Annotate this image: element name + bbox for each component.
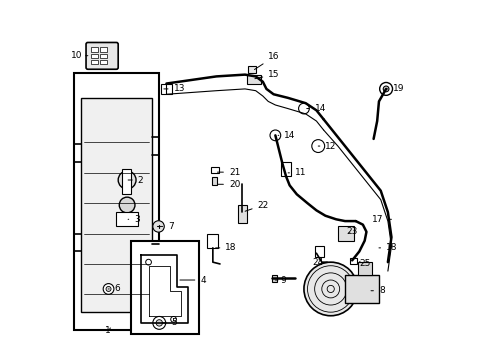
Bar: [345, 275, 379, 303]
Text: 14: 14: [307, 104, 326, 113]
Circle shape: [298, 103, 309, 114]
Text: 21: 21: [218, 168, 240, 177]
Text: 18: 18: [216, 243, 237, 252]
FancyBboxPatch shape: [86, 42, 118, 69]
Circle shape: [304, 262, 358, 316]
Bar: [247, 66, 256, 73]
Bar: [338, 226, 354, 241]
Text: 5: 5: [162, 318, 177, 327]
Text: 1: 1: [104, 325, 111, 334]
Bar: [272, 275, 277, 282]
Bar: [350, 257, 357, 264]
Text: 19: 19: [386, 84, 405, 93]
Bar: [100, 60, 107, 64]
Bar: [131, 241, 198, 334]
Bar: [281, 162, 292, 176]
Circle shape: [146, 259, 151, 265]
Text: 2: 2: [128, 176, 144, 185]
Text: 7: 7: [161, 222, 174, 231]
Text: 8: 8: [371, 286, 385, 295]
Bar: [92, 60, 98, 64]
Text: 22: 22: [245, 201, 269, 211]
Bar: [100, 54, 107, 58]
Bar: [247, 75, 261, 84]
Text: 11: 11: [288, 168, 307, 177]
Text: 18: 18: [379, 243, 397, 252]
Circle shape: [380, 82, 392, 95]
Bar: [117, 212, 138, 226]
Bar: [358, 262, 372, 275]
Text: 23: 23: [347, 227, 358, 236]
Circle shape: [153, 316, 166, 329]
Text: 12: 12: [318, 141, 337, 150]
Text: 15: 15: [255, 70, 280, 79]
Text: 20: 20: [218, 180, 240, 189]
Circle shape: [383, 86, 389, 92]
Text: 14: 14: [278, 131, 295, 140]
Text: 9: 9: [275, 275, 287, 284]
Bar: [81, 98, 152, 312]
Circle shape: [171, 316, 176, 322]
Circle shape: [270, 130, 281, 141]
Bar: [92, 48, 98, 52]
Bar: [74, 73, 159, 330]
Circle shape: [106, 287, 111, 292]
Circle shape: [103, 284, 114, 294]
Bar: [122, 169, 131, 194]
Bar: [161, 84, 172, 94]
Circle shape: [312, 140, 325, 153]
Bar: [315, 246, 323, 257]
Text: 6: 6: [109, 284, 121, 293]
Bar: [212, 177, 218, 185]
Circle shape: [119, 197, 135, 213]
Circle shape: [156, 320, 163, 326]
Text: 4: 4: [180, 275, 206, 284]
Bar: [211, 167, 219, 173]
Bar: [238, 205, 247, 223]
Circle shape: [153, 221, 164, 232]
Text: 13: 13: [164, 84, 185, 93]
Text: 25: 25: [359, 260, 371, 269]
Bar: [207, 234, 218, 248]
Text: 16: 16: [254, 52, 280, 69]
Text: 17: 17: [372, 215, 392, 224]
Bar: [100, 48, 107, 52]
Bar: [92, 54, 98, 58]
Text: 3: 3: [128, 215, 140, 224]
Text: 24: 24: [313, 258, 324, 267]
Text: 10: 10: [72, 51, 88, 60]
Circle shape: [118, 171, 136, 189]
